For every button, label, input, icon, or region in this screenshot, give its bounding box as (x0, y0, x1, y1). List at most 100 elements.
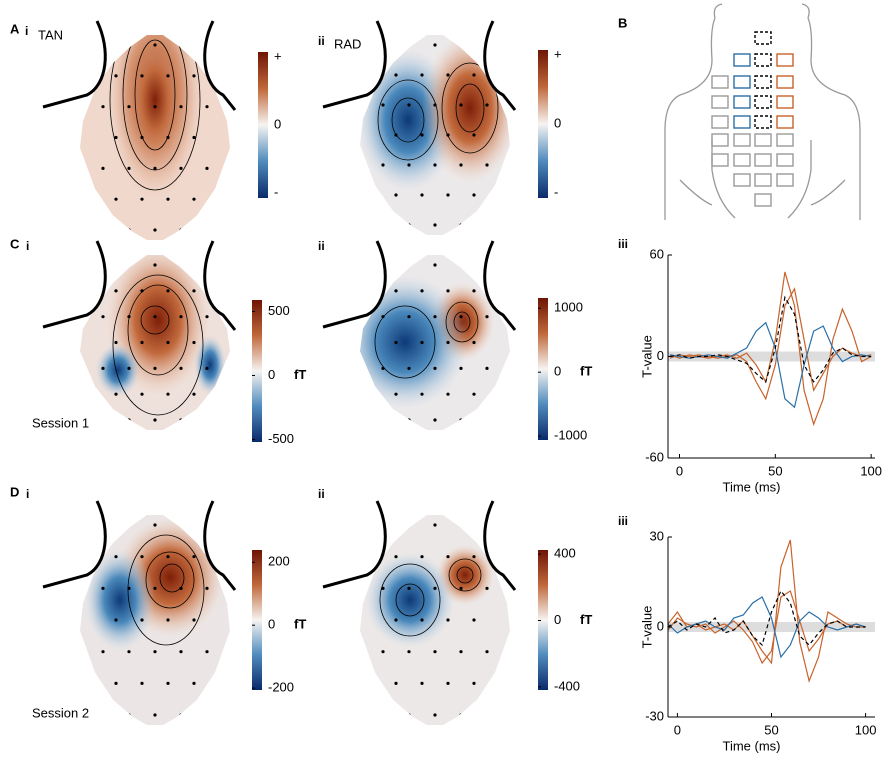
trace (669, 321, 872, 409)
sensor-dot (407, 650, 411, 654)
sensor-dot (205, 228, 209, 232)
sensor-dot (179, 166, 183, 170)
panel-label: B (618, 15, 627, 30)
colorbar (538, 550, 548, 690)
sensor-dot (459, 263, 463, 267)
sensor-dot (420, 392, 424, 396)
contour (127, 284, 189, 376)
sensor-dot (205, 315, 209, 319)
sensor-dot (407, 418, 411, 422)
sensor-dot (127, 166, 131, 170)
sensor-dot (166, 555, 170, 559)
sensor-dot (472, 289, 476, 293)
sensor-dot (140, 135, 144, 140)
sensor-dot (114, 135, 118, 140)
sensor-dot (459, 586, 463, 590)
sensor-dot (179, 263, 183, 267)
sensor-dot (459, 103, 463, 107)
sensor-dot (192, 618, 196, 622)
sensor-dot (179, 713, 183, 717)
head-outline (42, 20, 107, 109)
colorbar-unit: fT (294, 617, 306, 632)
sensor-dot (179, 315, 183, 319)
sensor-dot (140, 340, 144, 345)
sensor-dot (101, 586, 105, 590)
sensor-dot (153, 713, 157, 717)
sensor-dot (140, 74, 144, 78)
sensor-dot (205, 105, 209, 109)
sensor-dot (179, 228, 183, 232)
sub-label: iii (618, 514, 628, 528)
sensor-square (711, 133, 729, 147)
sensor-dot (127, 366, 131, 370)
sensor-dot (472, 392, 476, 396)
sensor-square (776, 115, 794, 129)
contour (377, 79, 439, 161)
sensor-square (711, 153, 729, 167)
sensor-dot (127, 228, 131, 232)
sensor-dot (485, 103, 489, 107)
sensor-dot (407, 713, 411, 717)
sensor-dot (101, 366, 105, 370)
x-tick-label: 100 (855, 722, 877, 737)
contour (159, 563, 185, 593)
contour (379, 563, 441, 637)
sensor-dot (179, 523, 183, 527)
sensor-dot (420, 681, 424, 685)
sensor-dot (153, 43, 157, 47)
sensor-dot (472, 73, 476, 77)
sensor-dot (433, 586, 437, 590)
sensor-dot (192, 197, 196, 201)
colorbar-tick-label: - (274, 184, 278, 199)
sensor-dot (407, 263, 411, 267)
sensor-square (776, 75, 794, 89)
colorbar-tick-label: -200 (268, 680, 294, 695)
contour (453, 311, 471, 333)
colorbar (252, 550, 262, 690)
sensor-dot (179, 418, 183, 422)
sensor-dot (381, 366, 385, 370)
x-axis-label: Time (ms) (722, 479, 780, 494)
contour (455, 83, 485, 133)
colorbar-tick-label: + (274, 48, 282, 63)
x-tick-label: 50 (764, 722, 778, 737)
sensor-dot (407, 103, 411, 107)
colorbar (538, 298, 548, 440)
colorbar (538, 50, 548, 198)
colorbar-tick-label: -1000 (554, 428, 587, 443)
sensor-dot (485, 315, 489, 319)
sensor-dot (394, 193, 398, 197)
field-blob (84, 549, 156, 651)
contour (448, 558, 482, 592)
sensor-square (754, 115, 772, 129)
sensor-square (776, 95, 794, 109)
y-tick-label: -60 (645, 449, 664, 464)
head-outline (42, 240, 107, 329)
colorbar-tick-label: - (554, 184, 558, 199)
topo-map (360, 255, 510, 430)
sensor-square (733, 53, 751, 67)
sensor-dot (407, 523, 411, 527)
contour (456, 566, 474, 584)
y-tick-label: 30 (650, 528, 664, 543)
sensor-dot (446, 133, 450, 137)
session-label: Session 1 (32, 415, 89, 430)
sensor-square (754, 95, 772, 109)
sensor-dot (485, 366, 489, 370)
topo-map (360, 515, 510, 725)
sensor-dot (446, 392, 450, 396)
sensor-dot (153, 523, 157, 527)
head-outline (322, 500, 387, 589)
colorbar-tick-label: 1000 (554, 300, 583, 315)
sensor-dot (407, 315, 411, 319)
head-outline (203, 20, 237, 111)
sensor-dot (394, 618, 398, 622)
colorbar-tick-label: 0 (268, 617, 275, 632)
sensor-dot (394, 681, 398, 685)
sensor-dot (179, 586, 183, 590)
sensor-dot (459, 523, 463, 527)
topo-map (80, 255, 230, 430)
sensor-dot (407, 366, 411, 370)
colorbar (258, 52, 268, 198)
colorbar-unit: fT (294, 367, 306, 382)
